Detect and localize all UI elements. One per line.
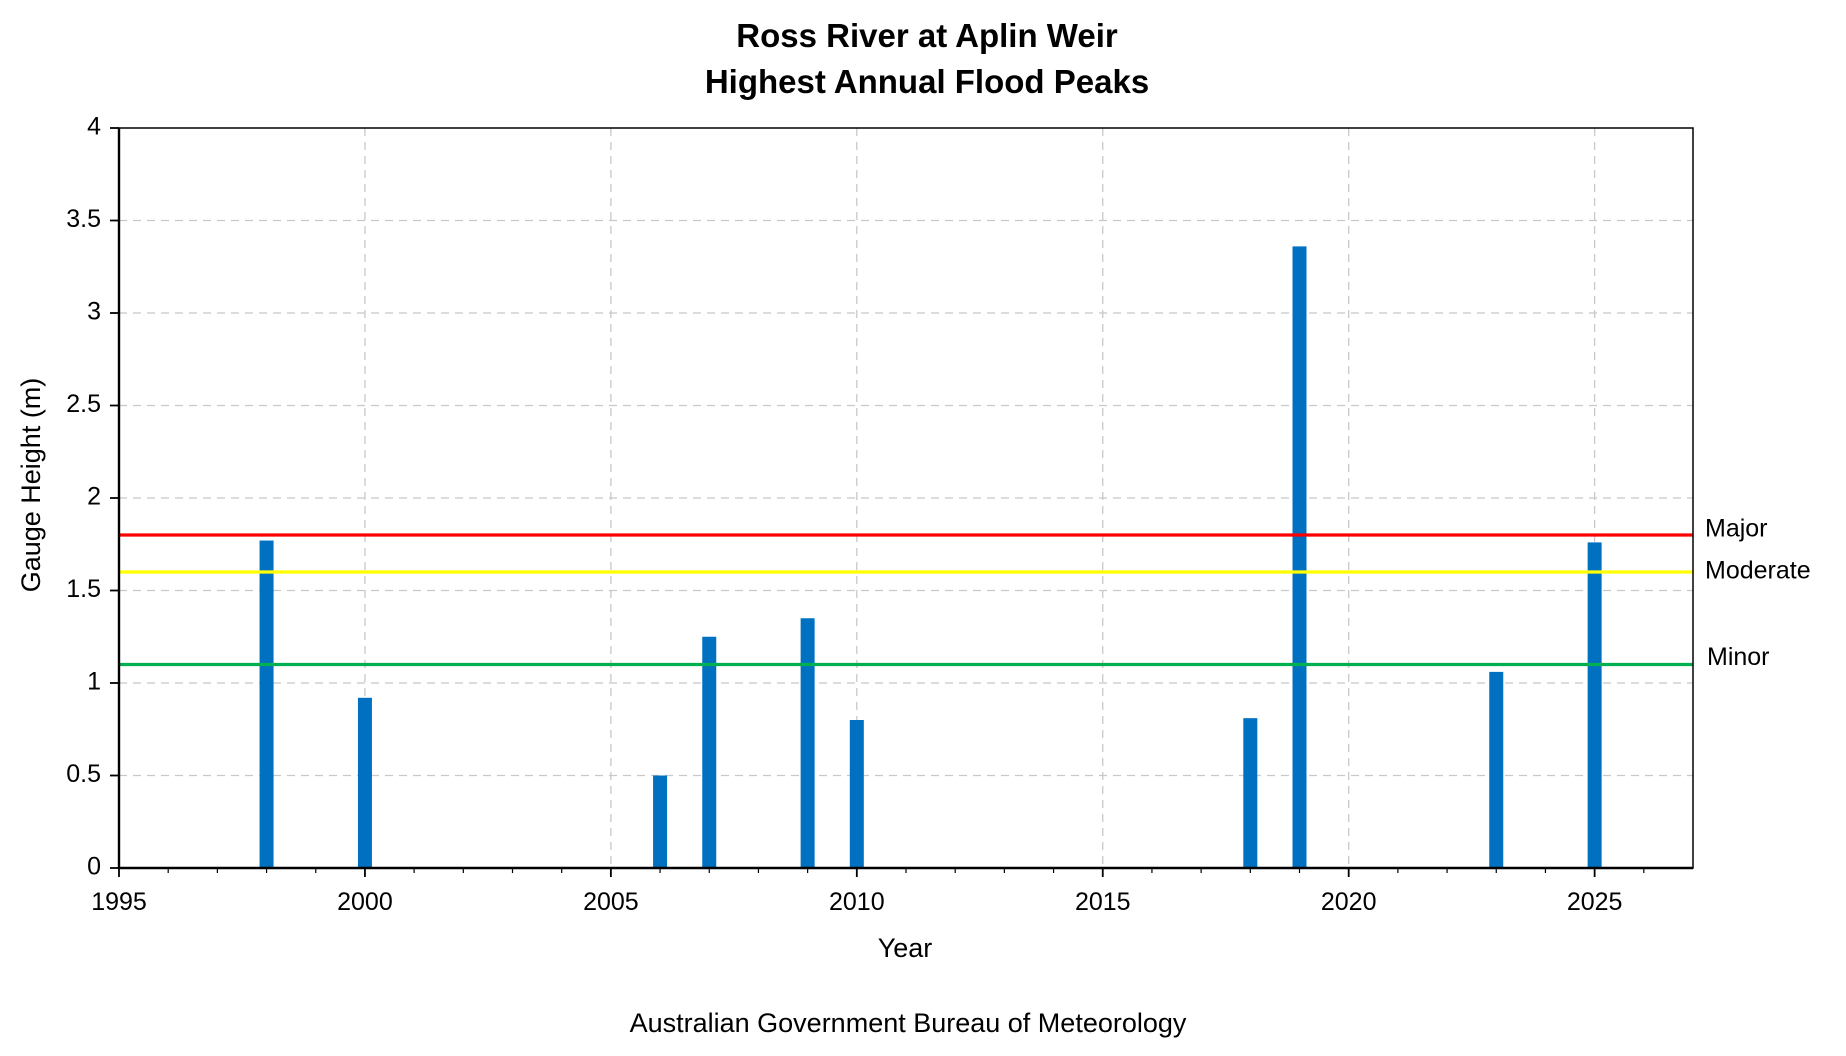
threshold-label-major: Major <box>1705 515 1768 543</box>
bar-2010 <box>849 720 864 868</box>
bar-1998 <box>259 540 274 868</box>
bar-2025 <box>1587 542 1602 868</box>
bar-2007 <box>702 636 717 868</box>
x-tick-labels: 1995 2000 2005 2010 2015 2020 2025 <box>91 868 1645 916</box>
y-tick-label: 2 <box>87 483 101 511</box>
y-tick-label: 3 <box>87 298 101 326</box>
flood-thresholds: Major Moderate Minor <box>119 515 1811 671</box>
y-tick-labels: 0 0.5 1 1.5 2 2.5 3 3.5 4 <box>66 113 119 881</box>
y-axis-label: Gauge Height (m) <box>16 378 46 593</box>
bar-2023 <box>1489 671 1504 868</box>
x-tick-label: 1995 <box>91 888 147 916</box>
y-tick-label: 0 <box>87 853 101 881</box>
x-tick-label: 2010 <box>829 888 885 916</box>
y-tick-label: 3.5 <box>66 205 101 233</box>
x-tick-label: 2000 <box>337 888 393 916</box>
y-tick-label: 2.5 <box>66 390 101 418</box>
bar-2019 <box>1292 246 1307 868</box>
x-tick-label: 2005 <box>583 888 639 916</box>
x-tick-label: 2015 <box>1075 888 1131 916</box>
bar-series <box>259 246 1602 868</box>
bar-2018 <box>1243 718 1258 868</box>
y-tick-label: 1 <box>87 668 101 696</box>
grid-lines <box>119 128 1693 868</box>
threshold-label-minor: Minor <box>1707 643 1770 671</box>
y-tick-label: 0.5 <box>66 760 101 788</box>
bar-2009 <box>800 618 815 868</box>
footer-attribution: Australian Government Bureau of Meteorol… <box>630 1008 1187 1038</box>
threshold-label-moderate: Moderate <box>1705 557 1811 585</box>
bar-2006 <box>653 775 668 868</box>
bar-2000 <box>357 697 372 868</box>
x-tick-label: 2025 <box>1567 888 1623 916</box>
title-line-1: Ross River at Aplin Weir <box>736 17 1118 54</box>
chart-title: Ross River at Aplin Weir Highest Annual F… <box>705 17 1149 100</box>
y-tick-label: 4 <box>87 113 101 141</box>
title-line-2: Highest Annual Flood Peaks <box>705 63 1149 100</box>
x-axis-label: Year <box>878 933 933 963</box>
y-tick-label: 1.5 <box>66 575 101 603</box>
x-tick-label: 2020 <box>1321 888 1377 916</box>
